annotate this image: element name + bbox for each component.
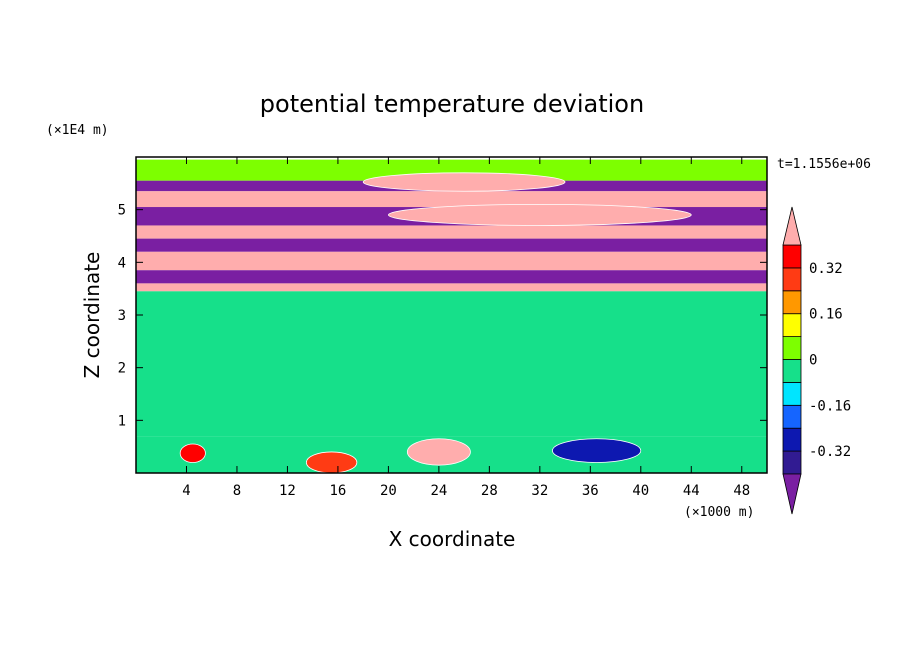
field-feature-0 <box>388 203 692 226</box>
field-band-2 <box>136 191 767 208</box>
y-tick-label: 5 <box>118 203 126 219</box>
field-band-7 <box>136 270 767 284</box>
x-tick-label: 40 <box>632 483 649 499</box>
field-band-4 <box>136 225 767 239</box>
x-tick-label: 16 <box>329 483 346 499</box>
x-tick-label: 12 <box>279 483 296 499</box>
y-tick-label: 1 <box>118 413 126 429</box>
colorbar-segment <box>782 427 802 452</box>
colorbar-tick-label: 0 <box>809 353 817 369</box>
field-band-8 <box>136 283 767 292</box>
y-tick-label: 4 <box>118 255 126 271</box>
x-tick-label: 4 <box>182 483 190 499</box>
field-band-6 <box>136 251 767 271</box>
y-axis-title: Z coordinate <box>80 252 104 379</box>
field-feature-2 <box>179 443 206 463</box>
colorbar-segment <box>782 290 802 315</box>
colorbar: -0.32 -0.16 0 0.16 0.32 <box>782 206 851 515</box>
colorbar-segment <box>782 313 802 338</box>
x-tick-label: 28 <box>481 483 498 499</box>
colorbar-segment <box>782 267 802 292</box>
colorbar-segment <box>782 244 802 269</box>
x-tick-label: 48 <box>733 483 750 499</box>
chart-title: potential temperature deviation <box>260 90 644 118</box>
colorbar-tick-label: 0.32 <box>809 261 843 277</box>
x-tick-label: 36 <box>582 483 599 499</box>
field-band-5 <box>136 238 767 252</box>
y-tick-label: 2 <box>118 361 126 377</box>
colorbar-min-extension <box>782 473 802 515</box>
x-tick-label: 8 <box>233 483 241 499</box>
y-tick-label: 3 <box>118 308 126 324</box>
colorbar-tick-label: -0.32 <box>809 444 851 460</box>
y-axis: 1 2 3 4 5 <box>118 203 767 429</box>
time-label: t=1.1556e+06 <box>777 157 871 172</box>
x-tick-label: 44 <box>683 483 700 499</box>
colorbar-segment <box>782 359 802 383</box>
colorbar-tick-label: -0.16 <box>809 398 851 414</box>
y-unit-label: (×1E4 m) <box>46 123 109 138</box>
colorbar-segment <box>782 404 802 429</box>
x-tick-label: 20 <box>380 483 397 499</box>
field-feature-5 <box>552 438 642 463</box>
field-band-9 <box>136 291 767 437</box>
colorbar-segment <box>782 336 802 360</box>
colorbar-segment <box>782 450 802 475</box>
x-axis: 4 8 12 16 20 24 28 32 36 40 44 48 <box>182 157 750 499</box>
contour-field <box>136 159 767 473</box>
colorbar-segment <box>782 381 802 406</box>
field-feature-1 <box>362 172 566 192</box>
field-feature-4 <box>406 438 471 466</box>
x-axis-title: X coordinate <box>389 527 516 551</box>
x-unit-label: (×1000 m) <box>684 505 754 520</box>
field-feature-3 <box>305 451 358 473</box>
colorbar-max-extension <box>782 206 802 246</box>
colorbar-tick-label: 0.16 <box>809 307 843 323</box>
x-tick-label: 32 <box>531 483 548 499</box>
x-tick-label: 24 <box>430 483 447 499</box>
field-band-0 <box>136 159 767 181</box>
